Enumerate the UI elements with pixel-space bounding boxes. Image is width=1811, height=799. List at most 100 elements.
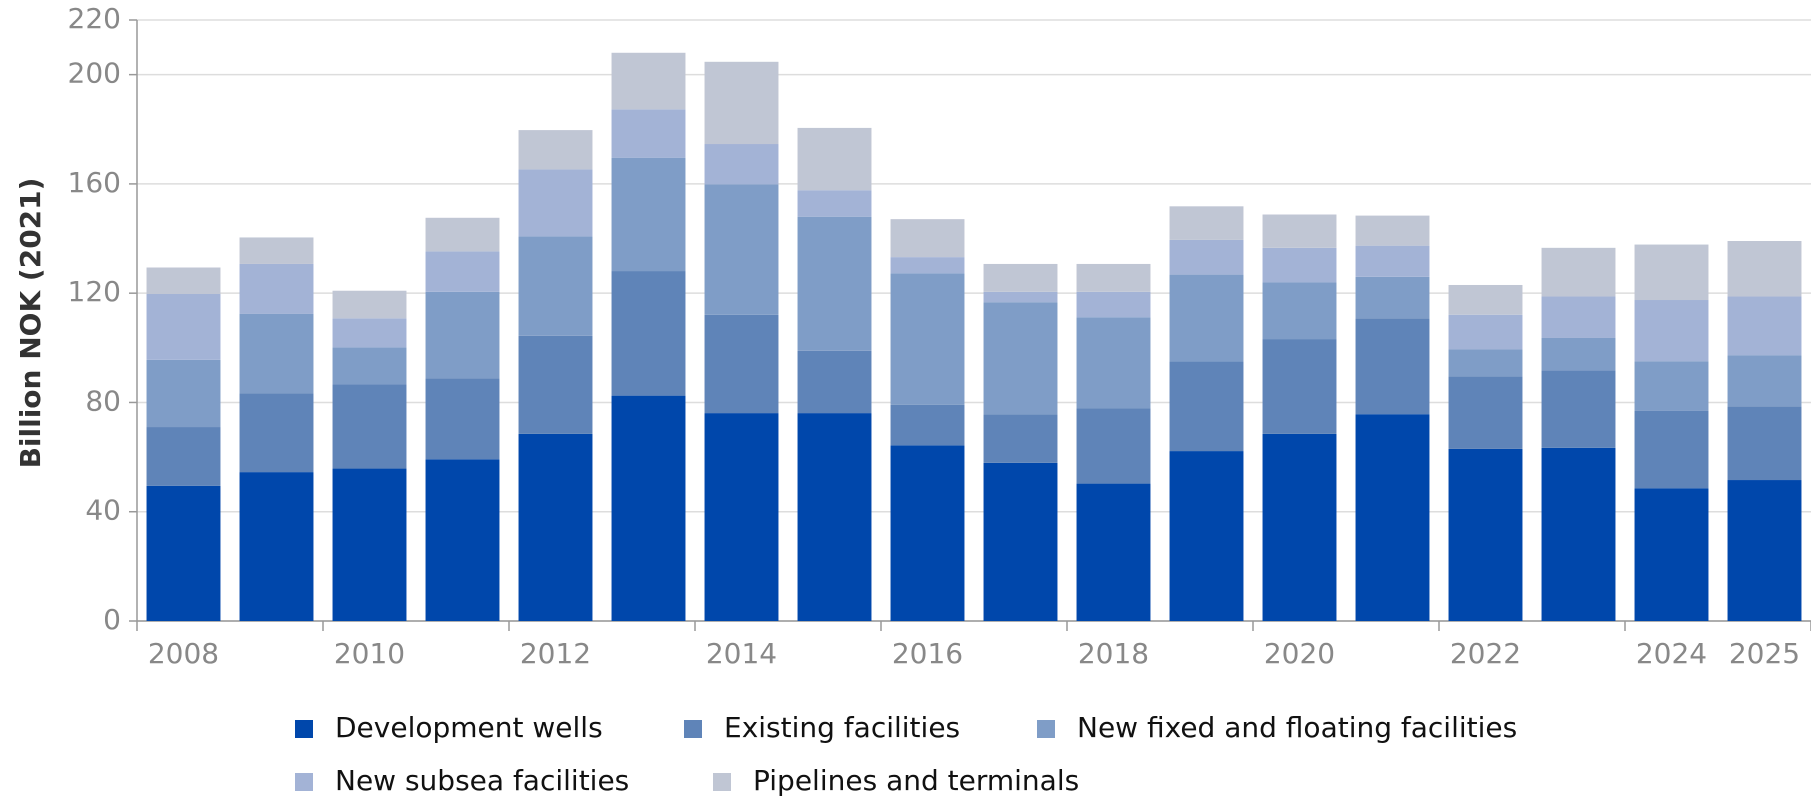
y-tick-label: 120 [68, 275, 121, 308]
legend-swatch [684, 720, 702, 738]
bar-segment [1541, 370, 1616, 448]
bar-segment [797, 413, 872, 621]
x-tick-label: 2022 [1450, 637, 1521, 670]
y-tick-label: 0 [103, 603, 121, 636]
legend-swatch [295, 720, 313, 738]
bar-segment [518, 236, 593, 336]
bar-segment [983, 291, 1058, 303]
x-tick-label: 2018 [1078, 637, 1149, 670]
bar-segment [239, 237, 314, 264]
bar-segment [704, 413, 779, 621]
legend-swatch [295, 773, 313, 791]
bar-segment [611, 109, 686, 158]
legend-label: Pipelines and terminals [753, 764, 1079, 797]
bar-segment [518, 335, 593, 434]
bar-segment [1634, 244, 1709, 301]
bar-segment [518, 169, 593, 237]
bar-segment [890, 404, 965, 446]
bar-segment [1727, 480, 1802, 621]
bar-segment [704, 314, 779, 414]
bar-segment [425, 459, 500, 621]
bar-segment [1169, 361, 1244, 452]
bar-segment [611, 157, 686, 272]
bar-segment [890, 219, 965, 258]
bar-segment [611, 395, 686, 621]
bar-segment [1076, 263, 1151, 292]
bar-segment [611, 271, 686, 396]
bar-segment [1262, 214, 1337, 248]
bar-segment [518, 130, 593, 170]
bar-segment [425, 217, 500, 252]
x-tick-label: 2024 [1636, 637, 1707, 670]
bar-segment [332, 290, 407, 319]
bar-segment [1169, 451, 1244, 621]
x-tick-label: 2010 [334, 637, 405, 670]
bar-segment [890, 273, 965, 405]
y-tick-label: 160 [68, 166, 121, 199]
bar-segment [1727, 241, 1802, 297]
bar-segment [983, 302, 1058, 415]
legend-swatch [1037, 720, 1055, 738]
bar-segment [146, 359, 221, 428]
bar-segment [983, 414, 1058, 463]
bar-segment [704, 144, 779, 185]
bar-segment [1355, 414, 1430, 621]
bar-segment [1355, 245, 1430, 277]
bar-segment [1076, 291, 1151, 318]
bar-segment [1727, 355, 1802, 407]
bar-segment [1541, 447, 1616, 621]
bar-segment [425, 251, 500, 292]
bar-segment [797, 350, 872, 414]
bar-segment [1076, 408, 1151, 484]
bar-segment [332, 468, 407, 621]
bar-segment [239, 313, 314, 394]
bar-segment [1727, 296, 1802, 356]
bar-segment [332, 318, 407, 348]
x-tick-label: 2025 [1729, 637, 1800, 670]
bar-segment [704, 184, 779, 315]
bar-segment [797, 127, 872, 191]
bar-segment [1541, 247, 1616, 297]
legend-label: Development wells [335, 711, 603, 744]
bar-segment [1541, 296, 1616, 338]
bar-segment [1355, 276, 1430, 319]
x-tick-label: 2014 [706, 637, 777, 670]
bar-segment [1076, 483, 1151, 621]
y-tick-label: 220 [68, 2, 121, 35]
x-tick-label: 2012 [520, 637, 591, 670]
bar-segment [890, 445, 965, 621]
x-tick-label: 2008 [148, 637, 219, 670]
bar-segment [797, 190, 872, 217]
bar-segment [1076, 317, 1151, 409]
bar-segment [983, 263, 1058, 292]
bar-segment [983, 462, 1058, 621]
bar-segment [611, 52, 686, 110]
bar-segment [797, 216, 872, 351]
bar-segment [1448, 284, 1523, 315]
bar-segment [1727, 406, 1802, 481]
legend-label: Existing facilities [724, 711, 960, 744]
bar-segment [1634, 361, 1709, 411]
bar-segment [1541, 337, 1616, 371]
bar-segment [239, 472, 314, 621]
bar-segment [1634, 410, 1709, 489]
y-tick-label: 200 [68, 57, 121, 90]
bar-segment [1169, 274, 1244, 362]
bar-segment [332, 384, 407, 469]
y-tick-label: 40 [85, 494, 121, 527]
bar-segment [146, 427, 221, 486]
bar-segment [1262, 339, 1337, 434]
bar-segment [1634, 300, 1709, 362]
bar-segment [1448, 349, 1523, 377]
bar-segment [1262, 282, 1337, 340]
legend-label: New subsea facilities [335, 764, 629, 797]
bar-segment [1169, 239, 1244, 275]
bar-segment [1169, 206, 1244, 240]
legend-swatch [713, 773, 731, 791]
bar-segment [425, 378, 500, 460]
bar-segment [890, 257, 965, 274]
bar-segment [704, 61, 779, 145]
bar-segment [518, 433, 593, 621]
bar-segment [425, 291, 500, 379]
